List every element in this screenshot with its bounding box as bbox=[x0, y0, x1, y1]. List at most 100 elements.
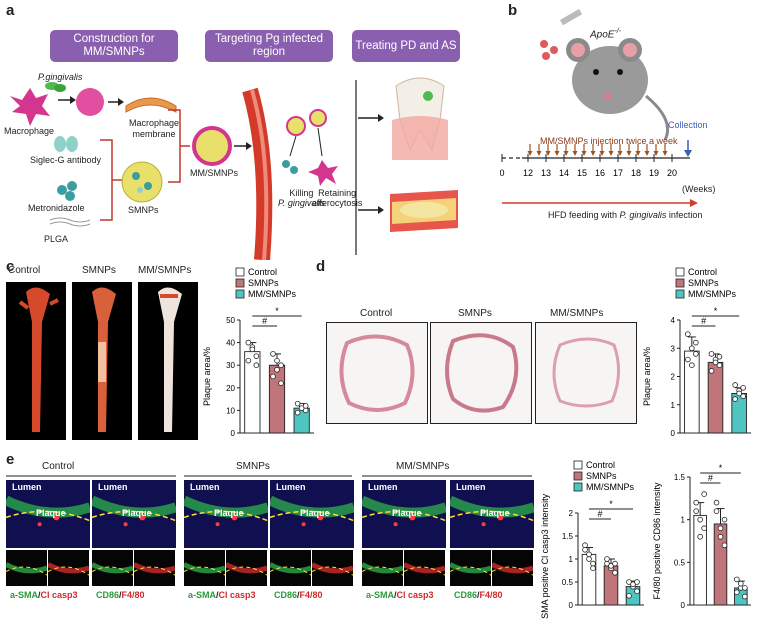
mmsmnps-icon bbox=[192, 126, 232, 166]
data-point bbox=[734, 589, 740, 596]
section-image-control bbox=[326, 322, 428, 424]
fluor-mmsmnps-1 bbox=[362, 480, 446, 548]
plaque-label: Plaque bbox=[214, 508, 244, 518]
data-point bbox=[717, 533, 724, 540]
data-point bbox=[582, 542, 588, 548]
data-point bbox=[697, 533, 703, 540]
legend-label: Control bbox=[586, 460, 615, 470]
e-group-lines bbox=[6, 475, 532, 477]
retaining-label: Retaining efferocytosis bbox=[312, 188, 363, 208]
plaque-label: Plaque bbox=[300, 508, 330, 518]
d-group-mmsmnps: MM/SMNPs bbox=[550, 308, 604, 319]
injection-arrowhead bbox=[581, 151, 587, 156]
timeline-tick-label: 18 bbox=[631, 168, 641, 178]
y-tick-label: 1.5 bbox=[562, 532, 574, 541]
smnps-icon bbox=[121, 161, 163, 203]
data-point bbox=[713, 499, 720, 506]
injection-arrowhead bbox=[527, 151, 533, 156]
injection-arrowhead bbox=[590, 151, 596, 156]
fluor-smnps-1 bbox=[184, 480, 268, 548]
fluor-inset bbox=[184, 550, 225, 586]
schematic-a bbox=[10, 77, 458, 260]
data-point bbox=[582, 547, 588, 553]
fluor-inset bbox=[134, 550, 175, 586]
smnps-label: SMNPs bbox=[128, 205, 159, 215]
fluor-inset bbox=[226, 550, 267, 586]
data-point bbox=[697, 516, 703, 523]
legend-swatch bbox=[675, 289, 685, 299]
legend-swatch bbox=[235, 289, 245, 299]
data-point bbox=[634, 579, 640, 585]
timeline-tick-label: 15 bbox=[577, 168, 587, 178]
data-point bbox=[294, 409, 301, 416]
panel-label-e: e bbox=[6, 451, 15, 468]
data-point bbox=[253, 353, 260, 359]
y-axis-label: Plaque area/% bbox=[642, 347, 652, 406]
data-point bbox=[742, 585, 748, 591]
y-axis-label: Plaque area/% bbox=[202, 347, 212, 406]
timeline-tick-label: 13 bbox=[541, 168, 551, 178]
fluor-control-2 bbox=[92, 480, 176, 548]
fluor-inset bbox=[404, 550, 445, 586]
fluor-inset bbox=[48, 550, 89, 586]
aorta-image-smnps bbox=[72, 282, 132, 440]
plaque-label: Plaque bbox=[480, 508, 510, 518]
data-point bbox=[278, 380, 284, 387]
injection-arrowhead bbox=[626, 151, 632, 156]
panel-label-a: a bbox=[6, 2, 15, 19]
injection-arrowhead bbox=[536, 151, 542, 156]
data-point bbox=[689, 362, 695, 368]
fluor-smnps-2 bbox=[270, 480, 354, 548]
section-image-smnps bbox=[430, 322, 532, 424]
legend-label: SMNPs bbox=[248, 278, 279, 288]
membrane-icon bbox=[125, 97, 177, 113]
fluor-control-1 bbox=[6, 480, 90, 548]
data-point bbox=[249, 346, 256, 353]
data-point bbox=[740, 385, 746, 391]
aorta-image-mmsmnps bbox=[138, 282, 198, 440]
significance-mark: * bbox=[719, 463, 723, 473]
c-group-control: Control bbox=[8, 265, 41, 276]
d-group-smnps: SMNPs bbox=[458, 308, 492, 319]
data-point bbox=[253, 362, 260, 368]
y-tick-label: 0 bbox=[681, 601, 686, 610]
data-point bbox=[612, 560, 618, 567]
data-point bbox=[612, 570, 618, 576]
stain-label: a-SMA/Cl casp3 bbox=[188, 590, 256, 600]
data-point bbox=[734, 576, 740, 583]
timeline-tick-label: 14 bbox=[559, 168, 569, 178]
fluor-inset bbox=[270, 550, 311, 586]
legend-swatch bbox=[235, 267, 245, 277]
y-tick-label: 4 bbox=[671, 316, 676, 325]
lumen-label: Lumen bbox=[368, 482, 398, 492]
plaque-label: Plaque bbox=[392, 508, 422, 518]
activated-macrophage-icon bbox=[76, 88, 104, 116]
metronidazole-label: Metronidazole bbox=[28, 203, 85, 213]
legend-label: Control bbox=[688, 267, 717, 277]
plaque-label: Plaque bbox=[36, 508, 66, 518]
syringe-icon bbox=[560, 9, 583, 26]
lumen-label: Lumen bbox=[190, 482, 220, 492]
significance-mark: # bbox=[708, 473, 713, 483]
hfd-label: HFD feeding with P. gingivalis infection bbox=[548, 210, 703, 220]
macrophage-label: Macrophage bbox=[4, 126, 55, 136]
injection-label: MM/SMNPs injection twice a week bbox=[540, 136, 678, 146]
lumen-label: Lumen bbox=[276, 482, 306, 492]
legend-label: SMNPs bbox=[688, 278, 719, 288]
timeline-tick-label: 12 bbox=[523, 168, 533, 178]
data-point bbox=[604, 556, 610, 562]
injection-arrowhead bbox=[653, 151, 659, 156]
data-point bbox=[302, 403, 309, 409]
bar-control bbox=[684, 350, 700, 434]
data-point bbox=[685, 356, 691, 363]
data-point bbox=[708, 351, 715, 357]
data-point bbox=[245, 357, 252, 364]
timeline-tick-label: 20 bbox=[667, 168, 677, 178]
fluor-inset bbox=[492, 550, 533, 586]
metronidazole-icon bbox=[57, 185, 67, 195]
e-group-control: Control bbox=[42, 461, 75, 472]
legend-swatch bbox=[675, 267, 685, 277]
data-point bbox=[721, 542, 728, 549]
panel-label-d: d bbox=[316, 258, 326, 275]
